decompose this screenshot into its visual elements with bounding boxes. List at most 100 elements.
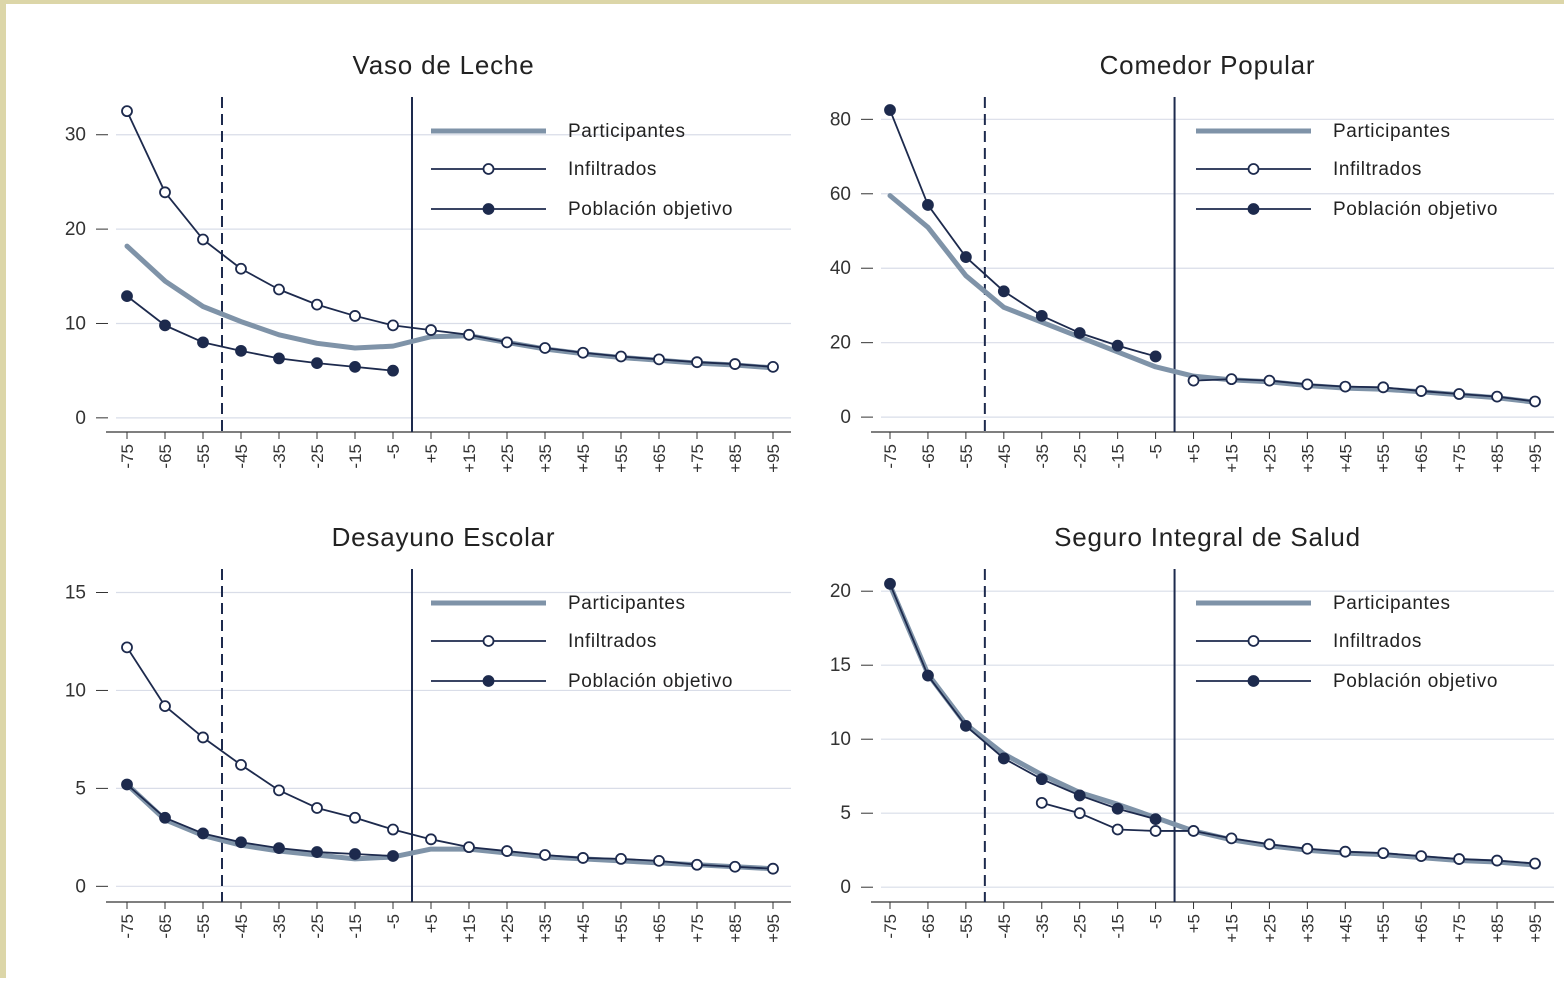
data-point (273, 283, 285, 296)
x-tick-label: +95 (1526, 914, 1545, 943)
data-point (425, 324, 437, 336)
data-point (1415, 850, 1428, 863)
x-tick-label: +55 (1374, 914, 1393, 943)
data-point (197, 731, 209, 744)
data-point (1149, 825, 1162, 837)
series-line (126, 295, 394, 372)
x-tick-label: -5 (384, 444, 403, 459)
data-point (121, 778, 133, 791)
x-tick-label: -55 (194, 444, 213, 469)
panel-title: Comedor Popular (1100, 50, 1316, 80)
x-tick-label: +15 (1222, 444, 1241, 473)
series-poblaci-n-objetivo (884, 577, 1162, 826)
x-tick-label: +65 (650, 914, 669, 943)
y-tick-label: 80 (830, 109, 851, 130)
data-point (767, 360, 779, 373)
y-tick-label: 20 (65, 219, 86, 240)
x-tick-label: +35 (536, 444, 555, 473)
y-tick-label: 10 (830, 729, 851, 750)
data-point (997, 285, 1010, 298)
x-tick-label: +35 (1298, 914, 1317, 943)
data-point (1035, 773, 1048, 786)
legend-entry: Infiltrados (1196, 631, 1422, 652)
y-tick-label: 20 (830, 581, 851, 602)
y-tick-label: 10 (65, 313, 86, 334)
x-tick-label: +15 (460, 444, 479, 473)
legend-entry: Infiltrados (431, 159, 657, 180)
data-point (235, 758, 247, 771)
legend-label: Población objetivo (568, 671, 733, 692)
series-poblaci-n-objetivo (121, 778, 399, 862)
x-tick-label: +85 (1488, 914, 1507, 943)
data-point (1073, 789, 1086, 802)
x-tick-label: -65 (919, 914, 938, 939)
data-point (922, 199, 934, 211)
legend-label: Participantes (1333, 121, 1451, 142)
series-poblaci-n-objetivo (884, 104, 1162, 363)
data-point (1149, 350, 1162, 363)
series-line (1040, 801, 1536, 865)
data-point (501, 336, 513, 349)
legend-entry: Población objetivo (431, 671, 733, 692)
legend-label: Infiltrados (1333, 631, 1422, 652)
data-point (1035, 796, 1048, 809)
x-tick-label: +45 (574, 914, 593, 943)
data-point (159, 811, 171, 824)
data-point (463, 841, 475, 854)
legend-label: Población objetivo (1333, 671, 1498, 692)
data-point (311, 802, 323, 814)
legend-label: Infiltrados (568, 159, 657, 180)
data-point (539, 342, 551, 354)
data-point (311, 357, 323, 370)
panel-title: Seguro Integral de Salud (1054, 522, 1361, 552)
data-point (349, 848, 361, 860)
legend-marker (482, 163, 495, 175)
data-point (159, 319, 171, 332)
data-point (577, 346, 589, 359)
data-point (577, 852, 589, 864)
series-participantes (887, 582, 1538, 868)
x-tick-label: -25 (308, 444, 327, 469)
data-point (1377, 847, 1390, 860)
y-tick-label: 0 (75, 408, 86, 429)
data-point (1529, 857, 1541, 870)
x-tick-label: +55 (612, 444, 631, 473)
data-point (1453, 853, 1466, 865)
data-point (1491, 390, 1503, 403)
data-point (539, 849, 551, 861)
x-tick-label: +25 (1260, 444, 1279, 473)
series-infiltrados (121, 105, 779, 373)
legend-label: Población objetivo (568, 199, 733, 220)
data-point (159, 186, 171, 199)
y-tick-label: 20 (830, 333, 851, 354)
data-point (197, 827, 209, 840)
data-point (463, 328, 475, 341)
legend-entry: Población objetivo (1196, 199, 1498, 220)
x-tick-label: -5 (1147, 914, 1166, 929)
x-tick-label: +75 (1450, 914, 1469, 943)
x-tick-label: +75 (688, 914, 707, 943)
data-point (959, 251, 972, 263)
x-tick-label: -25 (1071, 914, 1090, 939)
data-point (235, 344, 247, 357)
x-tick-label: -75 (118, 914, 137, 939)
legend-label: Población objetivo (1333, 199, 1498, 220)
data-point (1149, 813, 1162, 826)
series-line (126, 110, 774, 368)
legend-label: Participantes (568, 593, 686, 614)
legend-entry: Participantes (1196, 121, 1451, 142)
data-point (922, 669, 934, 682)
data-point (387, 364, 399, 377)
data-point (615, 853, 627, 865)
data-point (197, 336, 209, 349)
x-tick-label: +65 (1412, 914, 1431, 943)
series-line (889, 582, 1157, 821)
data-point (1111, 339, 1124, 352)
y-tick-label: 5 (75, 778, 86, 799)
x-tick-label: -35 (1033, 444, 1052, 469)
x-tick-label: +95 (764, 914, 783, 943)
panel-3: Desayuno Escolar 0 5 10 15 -75 -65 -55 -45 -35 -25… (65, 522, 791, 943)
y-tick-label: 15 (65, 583, 86, 604)
x-tick-label: -65 (156, 444, 175, 469)
